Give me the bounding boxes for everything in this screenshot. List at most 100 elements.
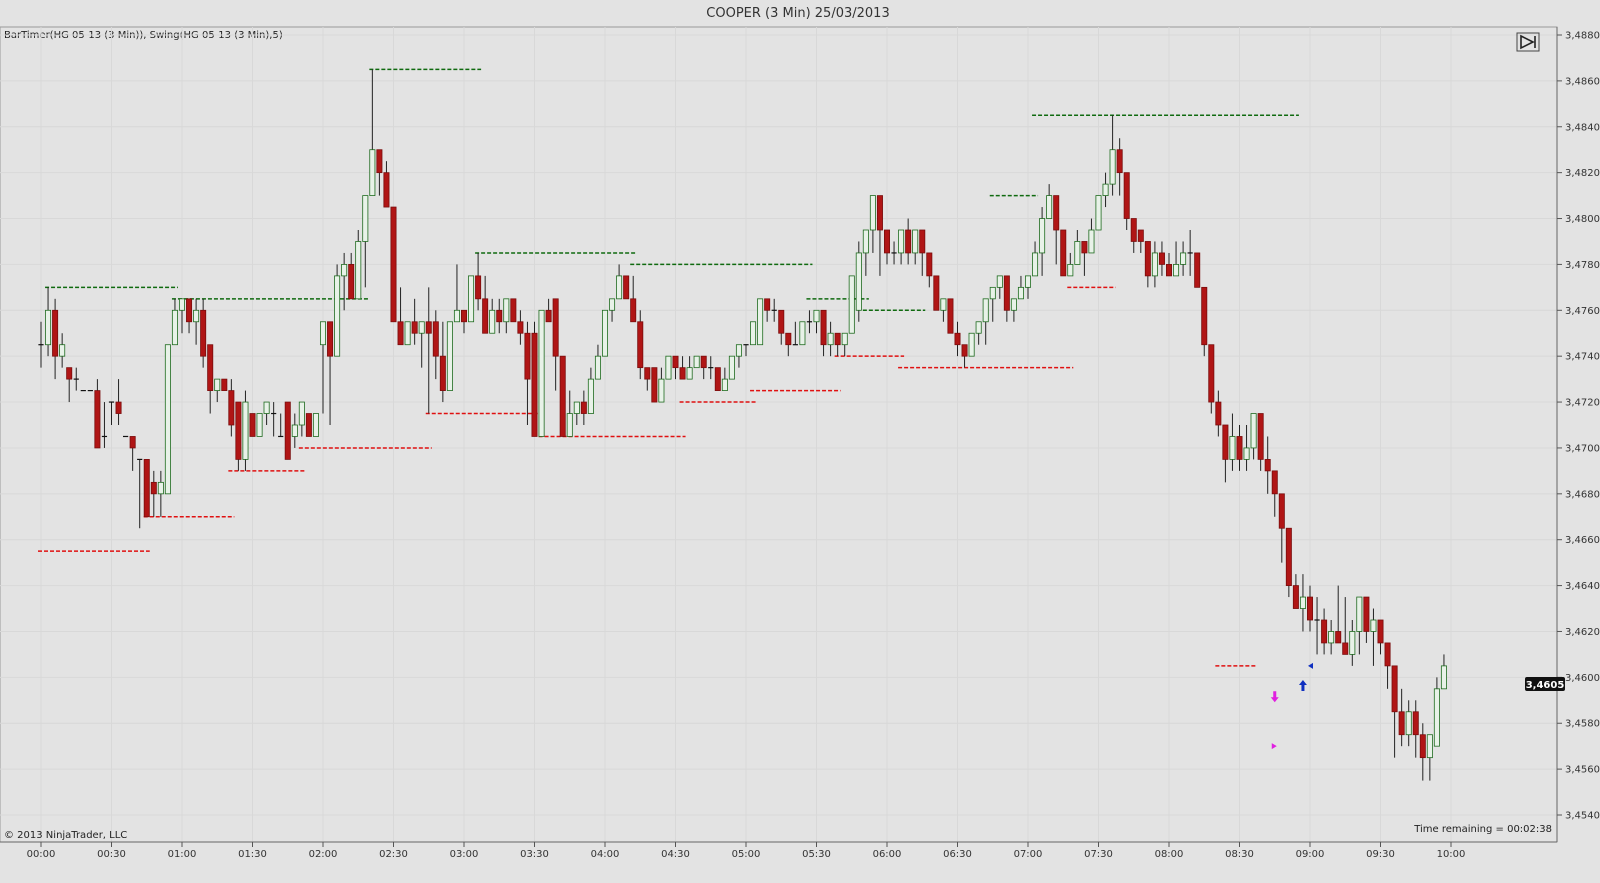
candle-body-down [630, 298, 637, 323]
candle-body-down [1384, 642, 1391, 667]
candle-body-down [1377, 619, 1384, 644]
candle [912, 229, 919, 265]
candle [820, 309, 827, 357]
candle [982, 298, 989, 345]
candle [1095, 195, 1102, 231]
x-tick-label: 07:30 [1084, 849, 1113, 860]
candle [735, 344, 742, 368]
candle-body-up [968, 332, 975, 357]
candle [841, 332, 848, 357]
candle [996, 275, 1003, 299]
candle [1215, 390, 1222, 437]
candle [1201, 286, 1208, 357]
candle [242, 390, 249, 471]
candle-body-down [954, 332, 961, 346]
candle [489, 298, 496, 334]
candle-body-up [728, 355, 735, 380]
candle [1285, 527, 1292, 598]
candle-body-down [933, 275, 940, 311]
candle-body-up [757, 298, 764, 346]
candle [1321, 608, 1328, 655]
candle-body-down [1137, 229, 1144, 242]
y-tick-label: 3,4600 [1565, 673, 1600, 684]
candle [503, 298, 510, 334]
candle [101, 402, 108, 448]
candle [460, 309, 467, 334]
candle [1370, 608, 1377, 666]
candle [94, 379, 101, 449]
candle-body-down [249, 413, 256, 437]
candle-body-down [545, 309, 552, 323]
candle [884, 229, 891, 265]
candle-body-up [341, 264, 348, 277]
candle-body-up [1017, 286, 1024, 300]
y-tick-label: 3,4780 [1565, 260, 1600, 271]
candle-body-up [594, 355, 601, 380]
candle [517, 310, 524, 345]
candle-body-up [1046, 195, 1053, 219]
candle-body-up [566, 413, 573, 437]
candle [771, 298, 777, 322]
last-price-value: 3,4605 [1526, 680, 1565, 691]
candle-body-down [644, 367, 651, 380]
x-tick-label: 04:30 [661, 849, 690, 860]
x-tick-label: 02:00 [309, 849, 338, 860]
candle-body-up [1370, 619, 1377, 632]
candle-body-down [1222, 424, 1229, 460]
x-tick-label: 04:00 [591, 849, 620, 860]
candle-body-up [855, 252, 862, 311]
candle-body-up [827, 332, 834, 346]
candle [573, 401, 580, 425]
candle-body-up [312, 413, 319, 437]
candle-body-down [496, 309, 503, 323]
x-tick-label: 00:30 [97, 849, 126, 860]
candle-body-up [665, 355, 672, 380]
candle-body-up [848, 275, 855, 334]
candle [390, 206, 397, 323]
scroll-end-button[interactable] [1516, 32, 1540, 52]
candle-body-up [334, 275, 341, 357]
candle [672, 355, 679, 380]
signal-arrow-down-icon [1270, 691, 1279, 703]
candle-body-up [1328, 631, 1335, 644]
candle-body-down [129, 436, 136, 449]
candle-body-down [926, 252, 933, 277]
x-tick-label: 01:00 [168, 849, 197, 860]
candle-body-up [1433, 688, 1440, 747]
candle [559, 355, 566, 437]
candle [721, 367, 728, 391]
candle-body-down [284, 401, 291, 460]
candle [989, 286, 996, 322]
x-tick-label: 03:30 [520, 849, 549, 860]
candle [1194, 252, 1201, 288]
candle-body-up [1405, 711, 1412, 736]
y-tick-label: 3,4720 [1565, 398, 1600, 409]
candle [362, 195, 369, 288]
candle [764, 298, 771, 322]
candle [1363, 596, 1370, 643]
candle-body-down [1335, 631, 1342, 644]
candle-body-up [1250, 413, 1257, 449]
candle [59, 333, 66, 368]
candle [228, 379, 235, 437]
candle [566, 390, 573, 437]
candle [178, 298, 185, 334]
candle [66, 367, 73, 403]
candle [1130, 218, 1137, 253]
candle [1208, 344, 1215, 414]
candle [834, 332, 841, 357]
candle-body-up [573, 401, 580, 414]
candle-body-down [834, 332, 841, 346]
candle [651, 367, 658, 403]
candle [1158, 241, 1165, 276]
candle-body-down [524, 332, 531, 380]
candle-body-down [1257, 413, 1264, 460]
candle [587, 367, 594, 414]
candle [714, 367, 721, 391]
candle [271, 402, 277, 437]
candle [940, 298, 947, 322]
candle-body-down [482, 298, 489, 334]
candle [376, 149, 383, 196]
candle-body-up [1109, 149, 1116, 185]
